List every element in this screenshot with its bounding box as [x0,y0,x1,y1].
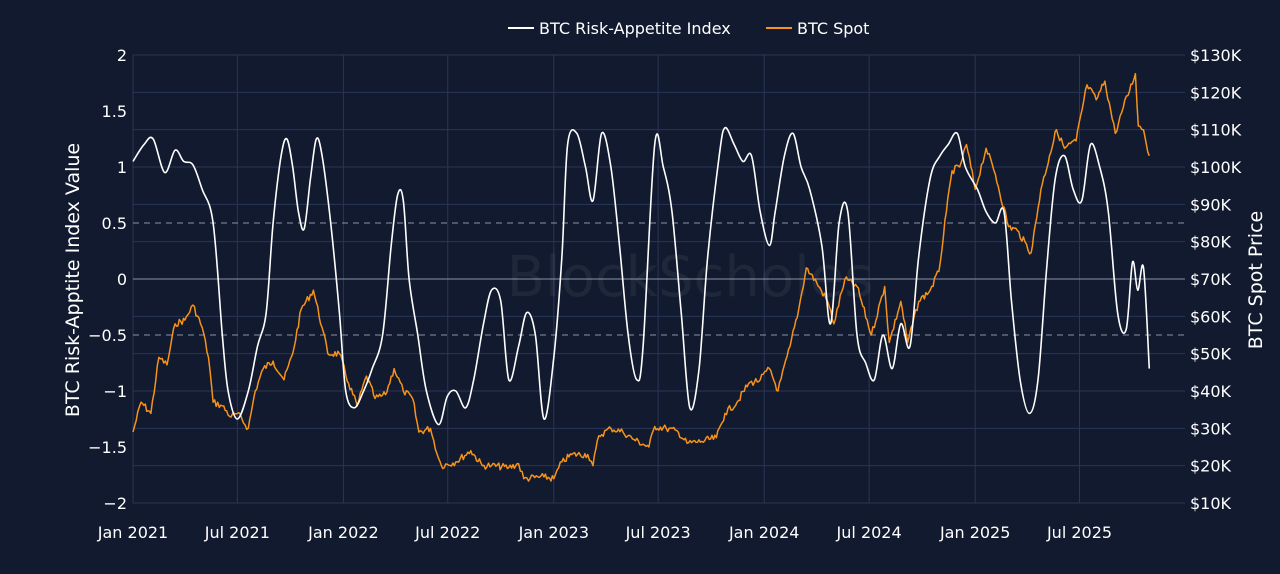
y-right-tick-label: $80K [1190,233,1232,252]
y-right-tick-label: $120K [1190,83,1242,102]
y-right-tick-label: $30K [1190,419,1232,438]
x-tick-label: Jan 2025 [939,523,1010,542]
btc-spot-line [132,72,1150,482]
y-axis-left: 2 1.5 1 0.5 0 −0.5 −1 −1.5 −2 [88,46,127,513]
y-right-tick-label: $130K [1190,46,1242,65]
x-axis: Jan 2021 Jul 2021 Jan 2022 Jul 2022 Jan 2023… [97,523,1112,542]
y-left-tick-label: 0 [117,270,127,289]
y-left-tick-label: 1.5 [102,102,127,121]
legend-label-index: BTC Risk-Appetite Index [539,19,731,38]
y-left-tick-label: 1 [117,158,127,177]
y-right-tick-label: $90K [1190,195,1232,214]
y-right-tick-label: $20K [1190,457,1232,476]
legend-item-index[interactable]: BTC Risk-Appetite Index [508,19,731,38]
y-left-tick-label: −1.5 [88,438,127,457]
y-left-tick-label: 0.5 [102,214,127,233]
y-right-tick-label: $70K [1190,270,1232,289]
x-tick-label: Jul 2025 [1046,523,1112,542]
x-tick-label: Jul 2023 [625,523,691,542]
y-right-tick-label: $60K [1190,307,1232,326]
y-left-tick-label: −2 [103,494,127,513]
y-right-tick-label: $100K [1190,158,1242,177]
y-left-tick-label: 2 [117,46,127,65]
risk-appetite-series [132,126,1151,426]
x-tick-label: Jul 2022 [414,523,480,542]
y-right-tick-label: $110K [1190,121,1242,140]
y-right-tick-label: $50K [1190,345,1232,364]
x-tick-label: Jul 2021 [204,523,270,542]
legend[interactable]: BTC Risk-Appetite Index BTC Spot [508,19,869,38]
y-axis-left-title: BTC Risk-Apptite Index Value [62,143,84,417]
x-tick-label: Jul 2024 [836,523,902,542]
legend-item-spot[interactable]: BTC Spot [766,19,869,38]
grid [132,54,1185,504]
x-tick-label: Jan 2021 [97,523,168,542]
btc-spot-series [132,72,1150,482]
y-axis-right: $130K $120K $110K $100K $90K $80K $70K $60K $50K… [1190,46,1242,513]
y-left-tick-label: −1 [103,382,127,401]
y-right-tick-label: $40K [1190,382,1232,401]
legend-label-spot: BTC Spot [797,19,869,38]
y-left-tick-label: −0.5 [88,326,127,345]
y-right-tick-label: $10K [1190,494,1232,513]
y-axis-right-title: BTC Spot Price [1245,211,1267,349]
x-tick-label: Jan 2024 [728,523,799,542]
risk-appetite-line [132,126,1151,426]
x-tick-label: Jan 2023 [518,523,589,542]
x-tick-label: Jan 2022 [307,523,378,542]
